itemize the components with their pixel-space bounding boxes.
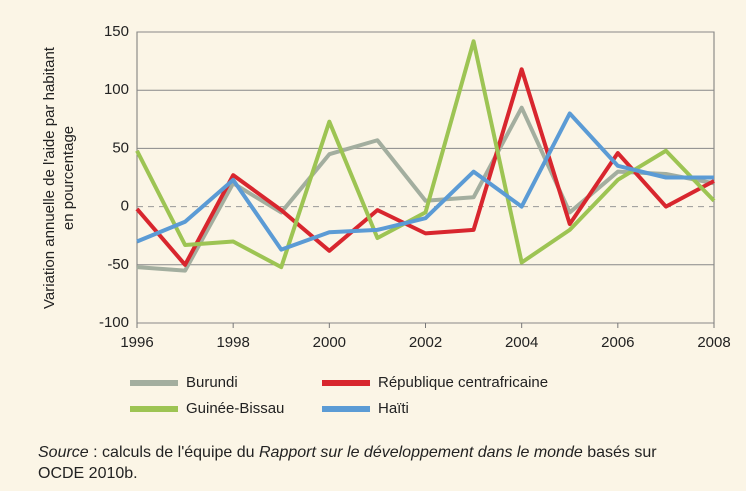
y-tick-label: 150: [104, 23, 129, 40]
source-text: : calculs de l'équipe du: [88, 444, 259, 461]
series-line: [136, 111, 714, 252]
legend-label: République centrafricaine: [378, 374, 548, 391]
x-tick-label: 2002: [409, 334, 442, 351]
x-tick-label: 2008: [697, 334, 730, 351]
y-tick-label: -100: [99, 314, 129, 331]
legend-label: Guinée-Bissau: [186, 400, 284, 417]
source-label: Source: [38, 444, 89, 461]
x-tick-label: 2006: [601, 334, 634, 351]
series-line: [135, 67, 715, 267]
legend-label: Haïti: [378, 400, 409, 417]
y-tick-label: -50: [107, 256, 129, 273]
source-text: basés sur OCDE 2010b.: [38, 444, 657, 482]
source-note: Source : calculs de l'équipe du Rapport …: [38, 442, 698, 484]
x-tick-label: 1998: [216, 334, 249, 351]
y-tick-label: 50: [112, 139, 129, 156]
x-tick-label: 2000: [313, 334, 346, 351]
y-tick-label: 0: [121, 198, 129, 215]
x-tick-label: 1996: [120, 334, 153, 351]
series-line: [135, 39, 716, 270]
y-axis-label: en pourcentage: [60, 126, 77, 230]
source-title: Rapport sur le développement dans le mon…: [258, 444, 583, 461]
y-tick-label: 100: [104, 81, 129, 98]
x-tick-label: 2004: [505, 334, 538, 351]
legend-label: Burundi: [186, 374, 238, 391]
y-axis-label: Variation annuelle de l'aide par habitan…: [41, 46, 58, 309]
plot-area: [136, 31, 715, 324]
